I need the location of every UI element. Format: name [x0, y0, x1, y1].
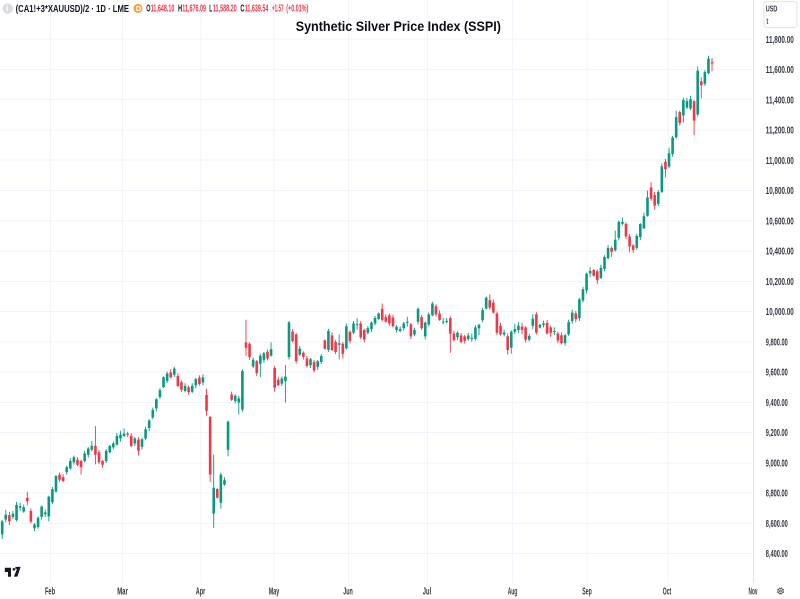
svg-text:11,400.00: 11,400.00 [766, 94, 794, 106]
svg-text:10,800.00: 10,800.00 [766, 185, 794, 197]
svg-text:9,600.00: 9,600.00 [766, 367, 788, 379]
svg-text:L: L [209, 3, 212, 14]
svg-text:8,800.00: 8,800.00 [766, 488, 788, 500]
svg-text:10,000.00: 10,000.00 [766, 306, 794, 318]
svg-text:8,400.00: 8,400.00 [766, 548, 788, 560]
svg-text:Aug: Aug [508, 586, 517, 598]
svg-text:11,648.10: 11,648.10 [151, 3, 175, 14]
svg-text:11,200.00: 11,200.00 [766, 125, 794, 137]
svg-text:11,800.00: 11,800.00 [766, 34, 794, 46]
svg-text:9,200.00: 9,200.00 [766, 427, 788, 439]
svg-text:11,588.20: 11,588.20 [213, 3, 237, 14]
svg-text:D: D [136, 4, 142, 13]
svg-text:10,600.00: 10,600.00 [766, 215, 794, 227]
svg-text:11,000.00: 11,000.00 [766, 155, 794, 167]
svg-text:9,400.00: 9,400.00 [766, 397, 788, 409]
svg-text:Jul: Jul [423, 586, 431, 598]
svg-text:Nov: Nov [749, 586, 758, 598]
svg-text:11,639.54: 11,639.54 [245, 3, 269, 14]
svg-text:(+0.01%): (+0.01%) [286, 3, 308, 14]
svg-text:O: O [146, 3, 150, 14]
svg-text:9,800.00: 9,800.00 [766, 336, 788, 348]
svg-text:10,200.00: 10,200.00 [766, 276, 794, 288]
svg-text:Jun: Jun [343, 586, 353, 598]
svg-text:(CA1!+3*XAUUSD)/2 · 1D · LME: (CA1!+3*XAUUSD)/2 · 1D · LME [16, 4, 130, 15]
svg-text:Mar: Mar [117, 586, 128, 598]
svg-text:11,676.09: 11,676.09 [182, 3, 206, 14]
svg-text:Oct: Oct [663, 586, 672, 598]
svg-text:i: i [6, 5, 8, 14]
svg-text:Apr: Apr [196, 586, 205, 598]
svg-text:11,600.00: 11,600.00 [766, 64, 794, 76]
svg-text:+1.57: +1.57 [272, 3, 284, 14]
svg-text:USD: USD [766, 4, 778, 14]
svg-text:8,600.00: 8,600.00 [766, 518, 788, 530]
svg-text:Feb: Feb [45, 586, 55, 598]
svg-text:9,000.00: 9,000.00 [766, 457, 788, 469]
svg-text:H: H [178, 3, 182, 14]
svg-text:t: t [766, 16, 769, 26]
svg-text:Sep: Sep [582, 586, 591, 598]
svg-text:Synthetic Silver Price Index (: Synthetic Silver Price Index (SSPI) [296, 18, 501, 34]
svg-text:C: C [240, 3, 244, 14]
svg-text:10,400.00: 10,400.00 [766, 246, 794, 258]
svg-text:May: May [269, 586, 280, 598]
